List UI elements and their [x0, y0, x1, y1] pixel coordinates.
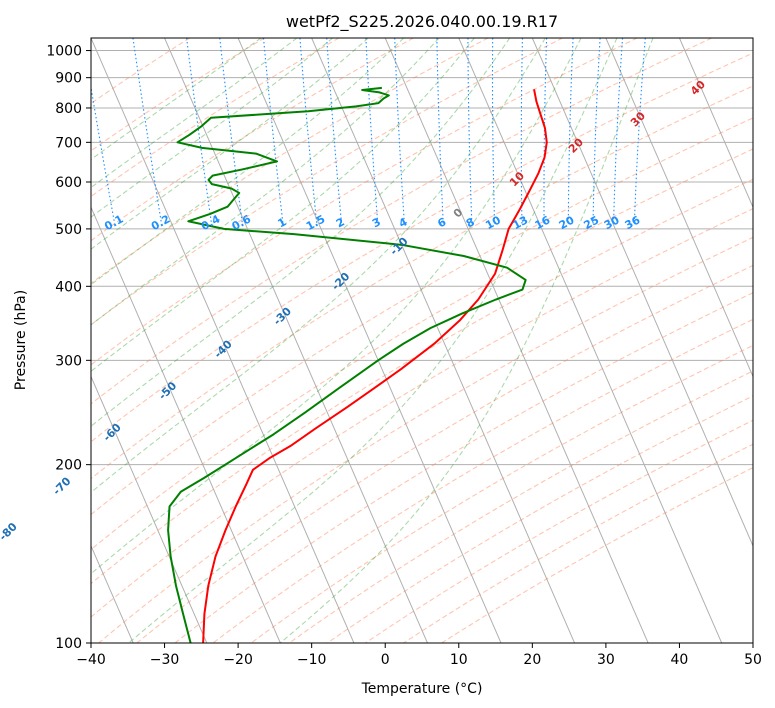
isotherm-line	[531, 38, 753, 548]
mixing-ratio-line	[132, 38, 163, 224]
dry-adiabat	[91, 117, 753, 516]
dry-adiabat	[91, 38, 340, 198]
dry-adiabat	[91, 38, 414, 242]
isotherm-line	[678, 38, 753, 209]
plot-frame	[90, 37, 754, 644]
mixing-ratio-line	[365, 38, 379, 224]
x-tick-label: −40	[76, 652, 106, 668]
dry-adiabat	[98, 236, 753, 643]
isotherm-line	[91, 206, 281, 643]
dry-adiabat	[250, 344, 753, 643]
x-tick-label: −20	[223, 652, 253, 668]
dry-adiabat	[91, 38, 638, 366]
dry-adiabat	[91, 38, 713, 405]
dry-adiabat	[91, 85, 753, 480]
x-tick-label: 30	[597, 652, 615, 668]
isotherm-line	[458, 38, 723, 643]
moist-adiabat	[91, 38, 405, 286]
x-tick-label: 10	[450, 652, 468, 668]
dry-adiabat	[327, 395, 753, 643]
isotherm-line	[384, 38, 649, 643]
mixing-ratio-line	[491, 38, 496, 224]
mixing-ratio-line	[520, 38, 524, 224]
dry-adiabat	[91, 38, 190, 105]
moist-adiabat	[128, 38, 618, 643]
y-tick-label: 600	[55, 175, 82, 191]
x-tick-label: −30	[150, 652, 180, 668]
y-tick-label: 100	[55, 636, 82, 652]
mixing-ratio-line	[186, 38, 213, 224]
mixing-ratio-line	[436, 38, 444, 224]
x-tick-label: 0	[381, 652, 390, 668]
mixing-ratio-line	[467, 38, 473, 224]
mixing-ratio-line	[613, 38, 624, 224]
mixing-ratio-line	[299, 38, 318, 224]
mixing-ratio-line	[567, 38, 574, 224]
dry-adiabat	[91, 148, 753, 551]
dry-adiabat	[288, 370, 753, 643]
mixing-ratio-line	[326, 38, 343, 224]
y-tick-label: 800	[55, 101, 82, 117]
dewpoint-profile	[167, 86, 527, 643]
temperature-profile	[202, 89, 548, 643]
mixing-ratio-label: 20	[557, 213, 577, 232]
moist-adiabat	[91, 38, 546, 494]
moist-adiabat	[279, 38, 654, 643]
mixing-ratio-label: 13	[511, 213, 531, 232]
x-tick-label: 50	[744, 652, 762, 668]
isotherm-line	[91, 375, 208, 643]
y-tick-label: 400	[55, 279, 82, 295]
mixing-ratio-line	[543, 38, 548, 224]
y-tick-label: 200	[55, 458, 82, 474]
y-tick-label: 700	[55, 135, 82, 151]
x-tick-label: −10	[297, 652, 327, 668]
mixing-ratio-line	[219, 38, 243, 224]
moist-adiabat	[91, 38, 334, 218]
mixing-ratio-label: 36	[623, 213, 643, 232]
y-axis-label: Pressure (hPa)	[13, 290, 29, 390]
y-tick-label: 900	[55, 71, 82, 87]
dry-adiabat	[91, 38, 563, 326]
mixing-ratio-line	[592, 38, 601, 224]
mixing-ratio-label: 16	[533, 213, 553, 232]
isotherm-line	[311, 38, 576, 643]
x-tick-label: 40	[671, 652, 689, 668]
mixing-ratio-line	[394, 38, 405, 224]
moist-adiabat	[91, 38, 440, 326]
moist-adiabat	[91, 38, 369, 250]
dry-adiabat	[91, 38, 489, 285]
mixing-ratio-label: 10	[483, 213, 503, 232]
chart-title: wetPf2_S225.2026.040.00.19.R17	[286, 12, 558, 32]
mixing-ratio-label: 25	[582, 213, 602, 232]
moist-adiabat	[91, 38, 511, 427]
y-tick-label: 500	[55, 222, 82, 238]
moist-adiabat	[91, 38, 262, 161]
moist-adiabat	[91, 38, 582, 575]
isotherm-line	[237, 38, 502, 643]
dry-adiabat	[91, 52, 753, 443]
isotherm-line	[164, 38, 428, 643]
x-axis-label: Temperature (°C)	[361, 681, 483, 697]
mixing-ratio-line	[633, 38, 646, 224]
y-tick-label: 300	[55, 353, 82, 369]
y-tick-label: 1000	[46, 44, 82, 60]
dry-adiabat	[91, 208, 753, 618]
isotherm-line	[605, 38, 753, 378]
isotherm-line	[91, 38, 355, 643]
x-tick-label: 20	[523, 652, 541, 668]
mixing-ratio-label: 30	[602, 213, 622, 232]
dry-adiabat	[136, 264, 753, 643]
moist-adiabat	[91, 38, 475, 372]
dry-adiabat	[91, 178, 753, 585]
